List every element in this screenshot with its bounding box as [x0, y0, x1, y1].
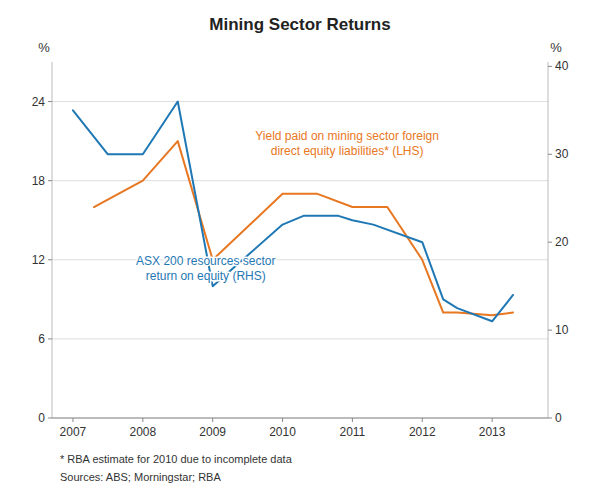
- x-axis-line: [52, 418, 548, 419]
- y2-tick: [548, 154, 552, 155]
- x-tick: [212, 418, 213, 422]
- x-tick-label: 2008: [129, 425, 156, 439]
- series-label-line: direct equity liabilities* (LHS): [271, 144, 424, 158]
- x-tick: [282, 418, 283, 422]
- x-tick-label: 2011: [339, 425, 365, 439]
- series-label: Yield paid on mining sector foreigndirec…: [255, 129, 439, 158]
- y-tick-label: 6: [38, 332, 45, 346]
- grid-line: [52, 418, 548, 419]
- series-line: [73, 102, 513, 322]
- x-tick: [72, 418, 73, 422]
- x-tick: [422, 418, 423, 422]
- plot-area: [73, 102, 513, 322]
- y2-tick-label: 20: [555, 235, 569, 249]
- y-axis-label: %: [38, 40, 50, 55]
- y-axis-line: [52, 62, 53, 418]
- series-label-line: ASX 200 resources sector: [136, 254, 275, 268]
- grid-line: [52, 101, 548, 102]
- chart-svg: Mining Sector Returns%% 0 6 12 18 24 0 10 20 30 40…: [0, 0, 600, 501]
- y-tick: [48, 180, 52, 181]
- y2-tick-label: 0: [555, 411, 562, 425]
- y2-axis-line: [548, 62, 549, 418]
- y2-tick: [548, 66, 552, 67]
- y2-tick: [548, 242, 552, 243]
- x-tick-label: 2010: [269, 425, 296, 439]
- series-label: ASX 200 resources sectorreturn on equity…: [136, 254, 275, 283]
- series-line: [94, 141, 513, 315]
- chart-container: Mining Sector Returns%% 0 6 12 18 24 0 10 20 30 40…: [0, 0, 600, 501]
- y2-tick-label: 10: [555, 323, 569, 337]
- footnote: * RBA estimate for 2010 due to incomplet…: [60, 453, 293, 465]
- x-tick-label: 2013: [479, 425, 506, 439]
- y2-tick-label: 30: [555, 147, 569, 161]
- x-tick: [142, 418, 143, 422]
- grid-line: [52, 259, 548, 260]
- y-tick-label: 12: [32, 253, 46, 267]
- x-tick: [352, 418, 353, 422]
- y-tick: [48, 338, 52, 339]
- x-tick: [492, 418, 493, 422]
- y2-tick: [548, 418, 552, 419]
- y-tick: [48, 259, 52, 260]
- y2-axis-label: %: [550, 40, 562, 55]
- series-label-line: return on equity (RHS): [146, 269, 266, 283]
- y-tick-label: 24: [32, 95, 46, 109]
- x-tick-label: 2012: [409, 425, 436, 439]
- title: Mining Sector Returns: [209, 15, 390, 34]
- series-label-line: Yield paid on mining sector foreign: [255, 129, 439, 143]
- grid-line: [52, 338, 548, 339]
- y2-tick-label: 40: [555, 59, 569, 73]
- grid-line: [52, 180, 548, 181]
- source: Sources: ABS; Morningstar; RBA: [60, 471, 221, 483]
- y2-tick: [548, 330, 552, 331]
- y-tick: [48, 418, 52, 419]
- y-tick-label: 0: [38, 411, 45, 425]
- x-tick-label: 2007: [60, 425, 87, 439]
- x-tick-label: 2009: [199, 425, 226, 439]
- y-tick: [48, 101, 52, 102]
- y-tick-label: 18: [32, 174, 46, 188]
